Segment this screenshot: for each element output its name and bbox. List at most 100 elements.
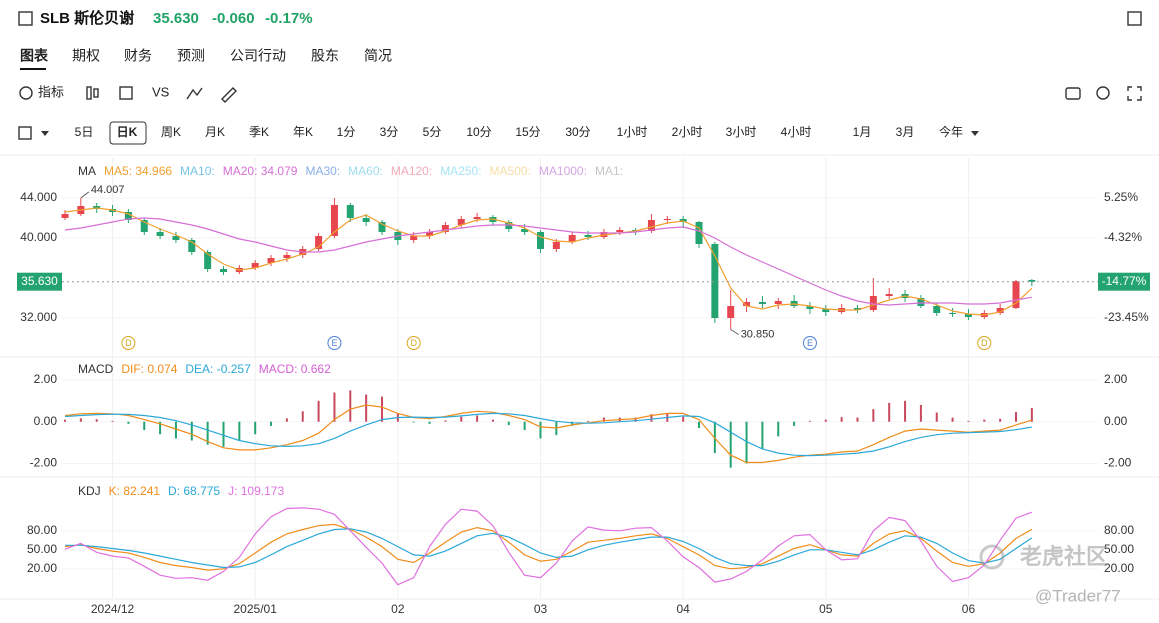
annotation: 30.850	[741, 328, 775, 340]
legend-entry: MA500:	[490, 164, 531, 178]
macd-bar	[840, 417, 843, 422]
candle-body	[315, 236, 323, 249]
candle-body	[743, 302, 751, 306]
candle-body	[996, 308, 1004, 313]
candle-body	[251, 263, 259, 268]
macd-bar	[222, 421, 225, 447]
candle-body	[758, 302, 766, 304]
macd-bar	[935, 412, 938, 422]
period[interactable]: 2小时	[672, 125, 703, 139]
legend-entry: K: 82.241	[109, 484, 161, 498]
tab[interactable]: 股东	[311, 48, 339, 64]
period[interactable]: 季K	[249, 125, 269, 139]
y-tick-label: 2.00	[34, 372, 58, 386]
period[interactable]: 3小时	[726, 125, 757, 139]
candle-body	[885, 294, 893, 296]
macd-bar	[111, 420, 114, 422]
macd-bar	[460, 416, 463, 422]
event-marker	[406, 336, 421, 350]
y2-tick-label: 20.00	[1104, 561, 1134, 575]
event-label: E	[331, 338, 337, 348]
period[interactable]: 30分	[565, 125, 590, 139]
shape-icon[interactable]	[119, 86, 133, 100]
tab[interactable]: 公司行动	[230, 48, 286, 64]
dropdown[interactable]	[41, 131, 49, 136]
candle-body	[822, 309, 830, 312]
tab[interactable]: 图表	[20, 48, 49, 64]
indicators[interactable]: 指标	[38, 84, 64, 99]
y-tick-label: 80.00	[27, 523, 57, 537]
layout-icon[interactable]	[18, 126, 32, 140]
macd-bar	[729, 421, 732, 468]
macd-bar	[127, 421, 130, 424]
tab[interactable]: 财务	[124, 48, 152, 64]
candle-body	[647, 220, 655, 231]
legend-entry: MA120:	[391, 164, 432, 178]
period[interactable]: 5日	[75, 125, 94, 139]
y-tick-label: 44.000	[20, 190, 57, 204]
period[interactable]: 年K	[293, 125, 313, 139]
y-tick-label: -2.00	[30, 456, 58, 470]
y2-tick-label: -4.32%	[1104, 230, 1142, 244]
macd-bar	[1015, 412, 1017, 422]
period[interactable]: 15分	[515, 125, 540, 139]
candle-icon[interactable]	[93, 88, 99, 98]
tab[interactable]: 简况	[364, 48, 392, 64]
watermark-user: @Trader77	[1035, 586, 1121, 605]
event-label: D	[410, 338, 417, 348]
period[interactable]: 今年	[939, 124, 963, 139]
macd-bar	[539, 421, 542, 439]
macd-bar	[238, 421, 241, 441]
candle-body	[426, 232, 434, 236]
y2-tick-label: 50.00	[1104, 542, 1134, 556]
period[interactable]: 周K	[161, 125, 181, 139]
legend-entry: MA250:	[440, 164, 481, 178]
macd-bar	[888, 402, 891, 422]
period[interactable]: 4小时	[781, 125, 812, 139]
macd-bar	[365, 394, 368, 422]
tab[interactable]: 预测	[177, 48, 205, 64]
x-tick-label: 05	[819, 602, 833, 616]
candle-body	[362, 218, 370, 222]
period[interactable]: 3分	[380, 125, 399, 139]
menu-icon[interactable]	[18, 11, 33, 26]
macd-bar	[967, 420, 970, 422]
dropdown[interactable]	[971, 131, 979, 136]
camera-icon[interactable]	[1065, 87, 1081, 100]
period[interactable]: 月K	[205, 125, 225, 139]
candle-body	[869, 296, 877, 310]
legend-title: MACD	[78, 362, 114, 376]
period[interactable]: 10分	[466, 125, 491, 139]
macd-bar	[682, 416, 685, 422]
period[interactable]: 1分	[337, 125, 356, 139]
period[interactable]: 1小时	[617, 125, 648, 139]
period[interactable]: 1月	[853, 125, 872, 139]
candle-icon[interactable]	[86, 86, 92, 100]
settings-icon[interactable]	[1096, 86, 1110, 100]
period[interactable]: 5分	[423, 125, 442, 139]
chart-icon[interactable]	[186, 87, 203, 100]
watermark-logo	[979, 544, 1005, 570]
legend-entry: MA30:	[305, 164, 340, 178]
draw-icon[interactable]	[221, 87, 237, 103]
legend-entry: MA5: 34.966	[104, 164, 172, 178]
macd-bar	[523, 421, 526, 431]
macd-bar	[634, 417, 637, 422]
tab[interactable]: 期权	[72, 48, 100, 64]
x-tick-label: 2024/12	[91, 602, 135, 616]
fullscreen-icon[interactable]	[1127, 86, 1142, 101]
macd-bar	[159, 421, 162, 435]
candle-body	[854, 308, 861, 310]
collapse-icon[interactable]	[1127, 11, 1142, 26]
indicator-icon[interactable]	[19, 86, 33, 100]
macd-line	[64, 404, 1032, 464]
annotation: 44.007	[91, 184, 125, 196]
y-tick-label: 50.00	[27, 542, 57, 556]
period[interactable]: 3月	[896, 125, 915, 139]
candle-body	[933, 306, 941, 313]
compare[interactable]: VS	[152, 84, 170, 99]
candle-body	[711, 244, 719, 318]
period[interactable]: 日K	[117, 125, 138, 139]
macd-bar	[412, 421, 415, 423]
macd-bar	[872, 409, 875, 422]
